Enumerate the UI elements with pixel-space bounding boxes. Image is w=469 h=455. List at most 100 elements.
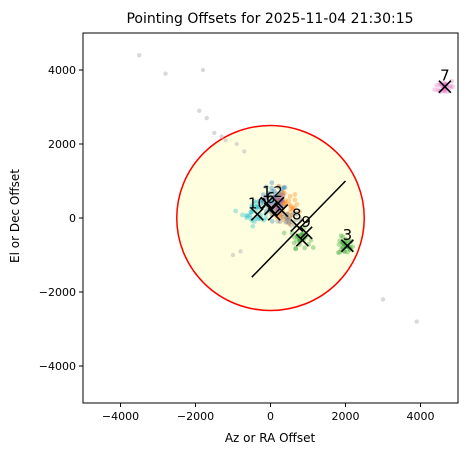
offset-point-8: [293, 245, 299, 251]
offset-point-6: [262, 194, 268, 200]
offset-point-1: [264, 194, 270, 200]
offset-point-9: [290, 212, 295, 218]
offset-point-2: [286, 221, 292, 227]
offset-point-7: [434, 82, 440, 88]
offset-point-2: [297, 209, 302, 215]
offset-point-7: [432, 87, 438, 93]
offset-point-1: [269, 189, 275, 194]
marker-stroke: [295, 233, 309, 247]
x-tick-label: 0: [267, 410, 274, 423]
offset-point-3: [350, 244, 355, 250]
offset-point-3: [338, 233, 344, 239]
offset-point-10: [248, 209, 254, 215]
offset-point-9: [277, 219, 283, 225]
offset-point-1: [279, 211, 285, 217]
mean-marker-3: [340, 239, 354, 253]
marker-stroke: [263, 202, 278, 216]
offset-point-8: [281, 230, 287, 236]
offset-point-2: [290, 205, 295, 211]
offset-point-1: [267, 191, 273, 197]
offset-point-10: [243, 213, 249, 218]
marker-stroke: [299, 226, 313, 240]
offset-point-10: [244, 215, 249, 221]
background-point: [238, 249, 243, 254]
background-point: [197, 108, 202, 113]
offset-point-1: [272, 193, 278, 199]
offset-point-1: [276, 191, 281, 197]
offset-point-10: [250, 223, 256, 229]
marker-stroke: [290, 218, 304, 232]
offset-point-9: [284, 215, 290, 221]
offset-point-7: [441, 88, 447, 94]
offset-point-9: [284, 215, 290, 221]
offset-point-3: [344, 238, 350, 244]
offset-point-2: [290, 207, 296, 213]
offset-point-2: [287, 215, 293, 221]
background-point: [380, 297, 386, 302]
offset-point-6: [279, 197, 285, 203]
mean-marker-7: [438, 80, 452, 94]
offset-point-2: [277, 192, 282, 197]
marker-stroke: [250, 207, 264, 221]
marker-label-2: 2: [273, 183, 283, 201]
mean-marker-9: [299, 226, 313, 240]
offset-point-2: [292, 192, 298, 197]
background-point: [212, 130, 217, 136]
offset-point-1: [281, 184, 287, 190]
offset-point-2: [283, 198, 288, 204]
offset-point-2: [288, 203, 294, 209]
offset-point-9: [288, 222, 294, 228]
background-point: [204, 115, 209, 121]
marker-label-8: 8: [292, 205, 302, 223]
marker-label-3: 3: [343, 226, 353, 244]
offset-point-10: [240, 212, 245, 218]
offset-point-2: [276, 183, 282, 189]
axes: −4000 −2000 0 2000 4000 −4000 −2000 0 2000 4000: [39, 32, 459, 423]
marker-stroke: [275, 204, 289, 218]
y-tick-label: 4000: [48, 64, 76, 77]
offset-point-9: [292, 210, 298, 216]
offset-point-3: [335, 250, 341, 256]
offset-point-3: [337, 238, 343, 244]
offset-point-10: [253, 200, 259, 205]
y-tick-label: 2000: [48, 138, 76, 151]
offset-point-1: [274, 191, 280, 197]
offset-point-10: [247, 212, 253, 218]
offset-point-2: [265, 194, 271, 199]
offset-point-2: [287, 210, 293, 215]
background-point: [137, 53, 142, 58]
offset-point-10: [253, 204, 259, 210]
x-axis-label: Az or RA Offset: [225, 431, 316, 445]
mean-marker: [275, 204, 289, 218]
offset-point-10: [256, 204, 262, 210]
background-point: [200, 67, 206, 73]
offset-point-10: [253, 204, 259, 210]
background-point: [163, 71, 168, 76]
offset-point-2: [282, 190, 287, 196]
offset-point-10: [263, 215, 269, 221]
offset-point-2: [294, 201, 300, 207]
offset-point-10: [251, 198, 257, 204]
offset-point-3: [337, 249, 343, 255]
offset-point-10: [252, 219, 257, 225]
offset-point-8: [293, 246, 299, 252]
x-tick-label: 2000: [332, 410, 360, 423]
offset-point-3: [340, 234, 346, 240]
offset-point-8: [308, 237, 314, 243]
mean-marker-1: [260, 196, 274, 210]
x-tick-label: −2000: [177, 410, 214, 423]
offset-point-3: [343, 236, 349, 242]
x-tick-label: −4000: [102, 410, 139, 423]
background-point: [234, 141, 239, 147]
offset-point-2: [289, 212, 295, 218]
mean-marker-8: [290, 218, 304, 232]
offset-point-2: [292, 205, 297, 210]
marker-label-9: 9: [301, 213, 311, 231]
offset-point-9: [283, 219, 289, 225]
y-tick-label: 0: [69, 212, 76, 225]
background-point: [223, 138, 228, 143]
x-tick-label: 4000: [407, 410, 435, 423]
offset-point-1: [261, 192, 266, 198]
